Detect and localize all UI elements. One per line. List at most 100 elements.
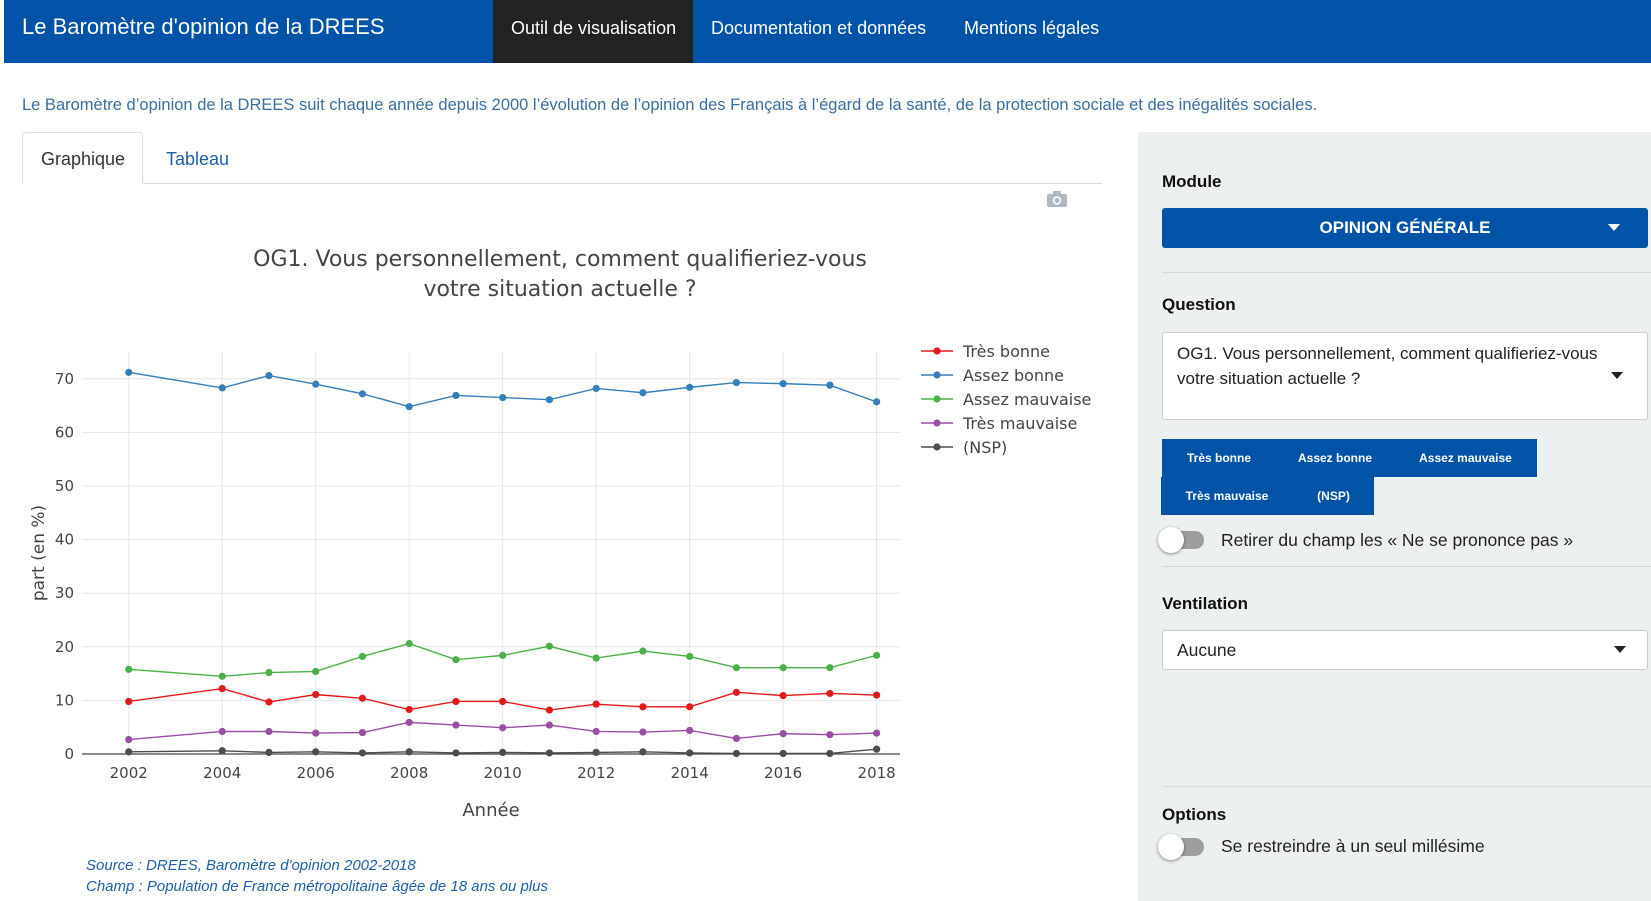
data-point <box>639 389 647 397</box>
data-point <box>732 749 741 758</box>
data-point <box>545 749 554 757</box>
data-point <box>592 727 600 736</box>
data-point <box>265 727 273 736</box>
data-point <box>265 698 273 706</box>
data-point <box>312 729 320 737</box>
data-point <box>499 393 507 402</box>
legend-swatch-marker <box>933 443 941 451</box>
panel-divider <box>1162 786 1651 787</box>
data-point <box>452 656 460 664</box>
tab-tableau[interactable]: Tableau <box>166 149 230 169</box>
data-point <box>732 688 741 696</box>
data-point <box>499 697 507 706</box>
category-button-assez-bonne[interactable]: Assez bonne <box>1276 439 1394 477</box>
data-point <box>592 654 600 662</box>
data-point <box>873 745 881 753</box>
x-tick-label: 2018 <box>858 764 896 782</box>
champ-line: Champ : Population de France métropolita… <box>86 878 548 895</box>
data-point <box>312 690 320 699</box>
data-point <box>873 729 881 737</box>
panel-divider <box>1162 566 1651 567</box>
source-note: Source : DREES, Baromètre d'opinion 2002… <box>86 855 548 897</box>
nsp-toggle[interactable] <box>1158 527 1210 553</box>
module-label: Module <box>1162 172 1222 191</box>
module-select[interactable]: OPINION GÉNÉRALE <box>1162 208 1648 248</box>
data-point <box>779 664 787 672</box>
data-point <box>405 718 413 726</box>
data-point <box>265 371 273 380</box>
legend-swatch-marker <box>933 419 941 427</box>
y-tick-label: 60 <box>55 423 74 441</box>
y-tick-label: 10 <box>55 691 74 709</box>
category-button-nsp[interactable]: (NSP) <box>1293 477 1374 515</box>
options-label: Options <box>1162 805 1227 824</box>
millesime-toggle[interactable] <box>1158 834 1210 860</box>
data-point <box>686 652 694 661</box>
data-point <box>125 368 133 376</box>
category-button-tres-bonne[interactable]: Très bonne <box>1162 439 1276 477</box>
data-point <box>218 747 226 755</box>
site-brand[interactable]: Le Baromètre d'opinion de la DREES <box>22 14 385 39</box>
data-point <box>358 694 367 702</box>
y-axis-label: part (en %) <box>29 505 49 601</box>
question-label: Question <box>1162 295 1236 314</box>
data-point <box>686 703 694 711</box>
question-chevron-down-icon[interactable] <box>1611 372 1623 379</box>
intro-text: Le Baromètre d’opinion de la DREES suit … <box>22 96 1318 114</box>
line-chart: 0 10 20 30 40 50 60 70 2002 2004 2006 2008 2010 2012 2… <box>29 342 1091 821</box>
data-point <box>686 749 694 757</box>
data-point <box>125 735 133 744</box>
tab-graphique-frame[interactable] <box>22 132 143 184</box>
category-button-assez-mauvaise[interactable]: Assez mauvaise <box>1394 439 1537 477</box>
nav-item-documentation[interactable]: Documentation et données <box>711 18 927 38</box>
nav-item-visualisation[interactable]: Outil de visualisation <box>511 18 677 38</box>
legend-label: Très mauvaise <box>962 414 1077 433</box>
y-tick-label: 20 <box>55 638 74 656</box>
data-point <box>779 730 787 738</box>
data-point <box>732 734 741 743</box>
x-tick-label: 2014 <box>671 764 709 782</box>
chart-title-line-1: OG1. Vous personnellement, comment quali… <box>253 247 867 272</box>
data-point <box>639 748 647 756</box>
tab-graphique[interactable]: Graphique <box>41 149 126 169</box>
millesime-toggle-label: Se restreindre à un seul millésime <box>1221 836 1485 856</box>
legend-swatch-marker <box>933 371 941 379</box>
data-point <box>452 391 460 400</box>
data-point <box>452 697 460 706</box>
data-point <box>873 691 881 699</box>
data-point <box>686 383 694 391</box>
nsp-toggle-knob <box>1158 527 1184 553</box>
question-select[interactable]: OG1. Vous personnellement, comment quali… <box>1162 332 1648 420</box>
data-point <box>826 749 834 758</box>
data-point <box>826 381 834 389</box>
module-chevron-down-icon[interactable] <box>1608 224 1620 231</box>
data-point <box>639 728 647 736</box>
data-point <box>873 651 881 659</box>
nav-item-active-background <box>493 0 693 63</box>
y-tick-label: 30 <box>55 584 74 602</box>
data-point <box>405 705 413 714</box>
x-tick-label: 2010 <box>484 764 522 782</box>
data-point <box>639 703 647 711</box>
ventilation-select-value: Aucune <box>1177 640 1237 660</box>
data-point <box>218 685 226 693</box>
data-point <box>358 749 367 757</box>
x-tick-label: 2004 <box>203 764 241 782</box>
controls-panel <box>1138 132 1651 901</box>
data-point <box>826 689 834 698</box>
category-button-tres-mauvaise[interactable]: Très mauvaise <box>1161 477 1293 515</box>
nav-item-mentions-legales[interactable]: Mentions légales <box>964 18 1100 38</box>
ventilation-select[interactable]: Aucune <box>1162 630 1648 670</box>
x-tick-label: 2002 <box>110 764 148 782</box>
data-point <box>405 639 413 648</box>
data-point <box>358 728 367 737</box>
data-point <box>125 697 133 706</box>
legend-label: Assez bonne <box>963 366 1064 385</box>
data-point <box>452 721 460 729</box>
ventilation-chevron-down-icon[interactable] <box>1614 646 1626 653</box>
camera-icon[interactable] <box>1046 190 1068 213</box>
data-point <box>452 749 460 757</box>
data-point <box>358 390 367 398</box>
data-point <box>405 403 413 411</box>
y-tick-label: 0 <box>64 745 74 763</box>
